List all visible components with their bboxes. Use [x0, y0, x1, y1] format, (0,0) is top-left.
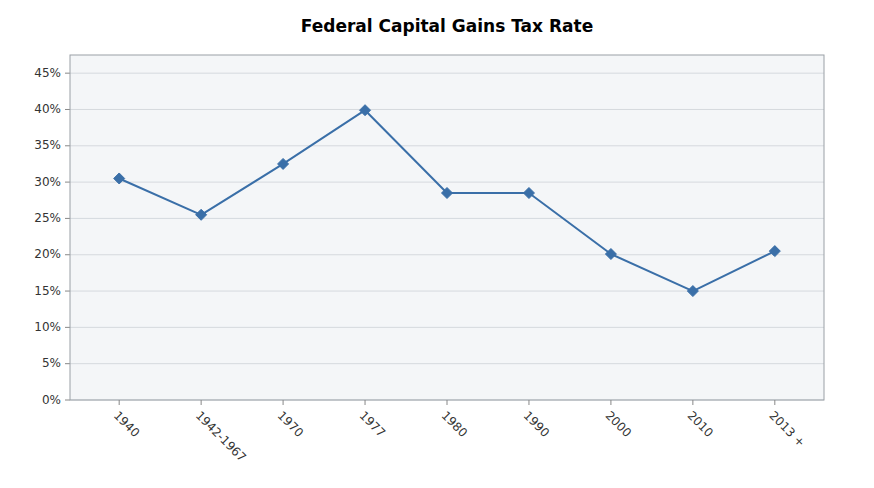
marker: [196, 209, 207, 220]
tick-mark: [528, 400, 529, 405]
y-tick-label: 40%: [34, 102, 61, 116]
plot-background: [70, 55, 824, 400]
plot-frame: [70, 55, 824, 400]
y-tick-label: 45%: [34, 66, 61, 80]
tick-mark: [65, 400, 70, 401]
x-tick-label: 2000: [603, 408, 634, 439]
grid-line: [70, 291, 824, 292]
x-tick-label: 1990: [521, 408, 552, 439]
tick-mark: [65, 254, 70, 255]
line: [119, 110, 775, 291]
tick-mark: [610, 400, 611, 405]
tick-mark: [447, 400, 448, 405]
x-tick-label: 1980: [439, 408, 470, 439]
tick-mark: [65, 291, 70, 292]
y-tick-label: 25%: [34, 211, 61, 225]
x-tick-label: 2010: [685, 408, 716, 439]
marker: [523, 188, 534, 199]
tick-mark: [365, 400, 366, 405]
grid-line: [70, 145, 824, 146]
grid-line: [70, 73, 824, 74]
tick-mark: [65, 327, 70, 328]
grid-line: [70, 363, 824, 364]
tick-mark: [65, 145, 70, 146]
grid-line: [70, 327, 824, 328]
x-tick-label: 2013 +: [766, 408, 807, 449]
y-tick-label: 0%: [42, 393, 61, 407]
tick-mark: [65, 363, 70, 364]
x-tick-label: 1940: [111, 408, 142, 439]
grid-line: [70, 109, 824, 110]
tick-mark: [65, 218, 70, 219]
tick-mark: [65, 73, 70, 74]
marker: [278, 158, 289, 169]
marker: [442, 188, 453, 199]
tick-mark: [774, 400, 775, 405]
chart-container: 0% 5% 10% 15% 20% 25% 30% 35% 40% 45% 1940 1942-196…: [0, 0, 874, 488]
y-axis: 0% 5% 10% 15% 20% 25% 30% 35% 40% 45%: [34, 66, 70, 407]
data-group: [114, 105, 781, 297]
y-tick-label: 10%: [34, 320, 61, 334]
y-tick-label: 15%: [34, 284, 61, 298]
x-tick-label: 1977: [357, 408, 388, 439]
x-axis: 1940 1942-1967 1970 1977 1980 1990 2000 2010 201…: [111, 400, 808, 465]
tick-mark: [65, 109, 70, 110]
marker: [360, 105, 371, 116]
title: Federal Capital Gains Tax Rate: [301, 16, 593, 36]
tick-mark: [65, 182, 70, 183]
marker: [114, 173, 125, 184]
marker: [687, 286, 698, 297]
x-tick-label: 1970: [275, 408, 306, 439]
tick-mark: [692, 400, 693, 405]
marker: [769, 246, 780, 257]
y-tick-label: 35%: [34, 138, 61, 152]
tick-mark: [119, 400, 120, 405]
grid-line: [70, 182, 824, 183]
chart-svg: 0% 5% 10% 15% 20% 25% 30% 35% 40% 45% 1940 1942-196…: [0, 0, 874, 488]
marker: [605, 249, 616, 260]
y-tick-label: 20%: [34, 247, 61, 261]
page: {"chart_data": {"type": "line", "title":…: [0, 0, 874, 488]
tick-mark: [283, 400, 284, 405]
y-tick-label: 5%: [42, 356, 61, 370]
grid-line: [70, 254, 824, 255]
y-tick-label: 30%: [34, 175, 61, 189]
grid: [70, 73, 824, 400]
grid-line: [70, 218, 824, 219]
tick-mark: [201, 400, 202, 405]
x-tick-label: 1942-1967: [193, 408, 249, 464]
